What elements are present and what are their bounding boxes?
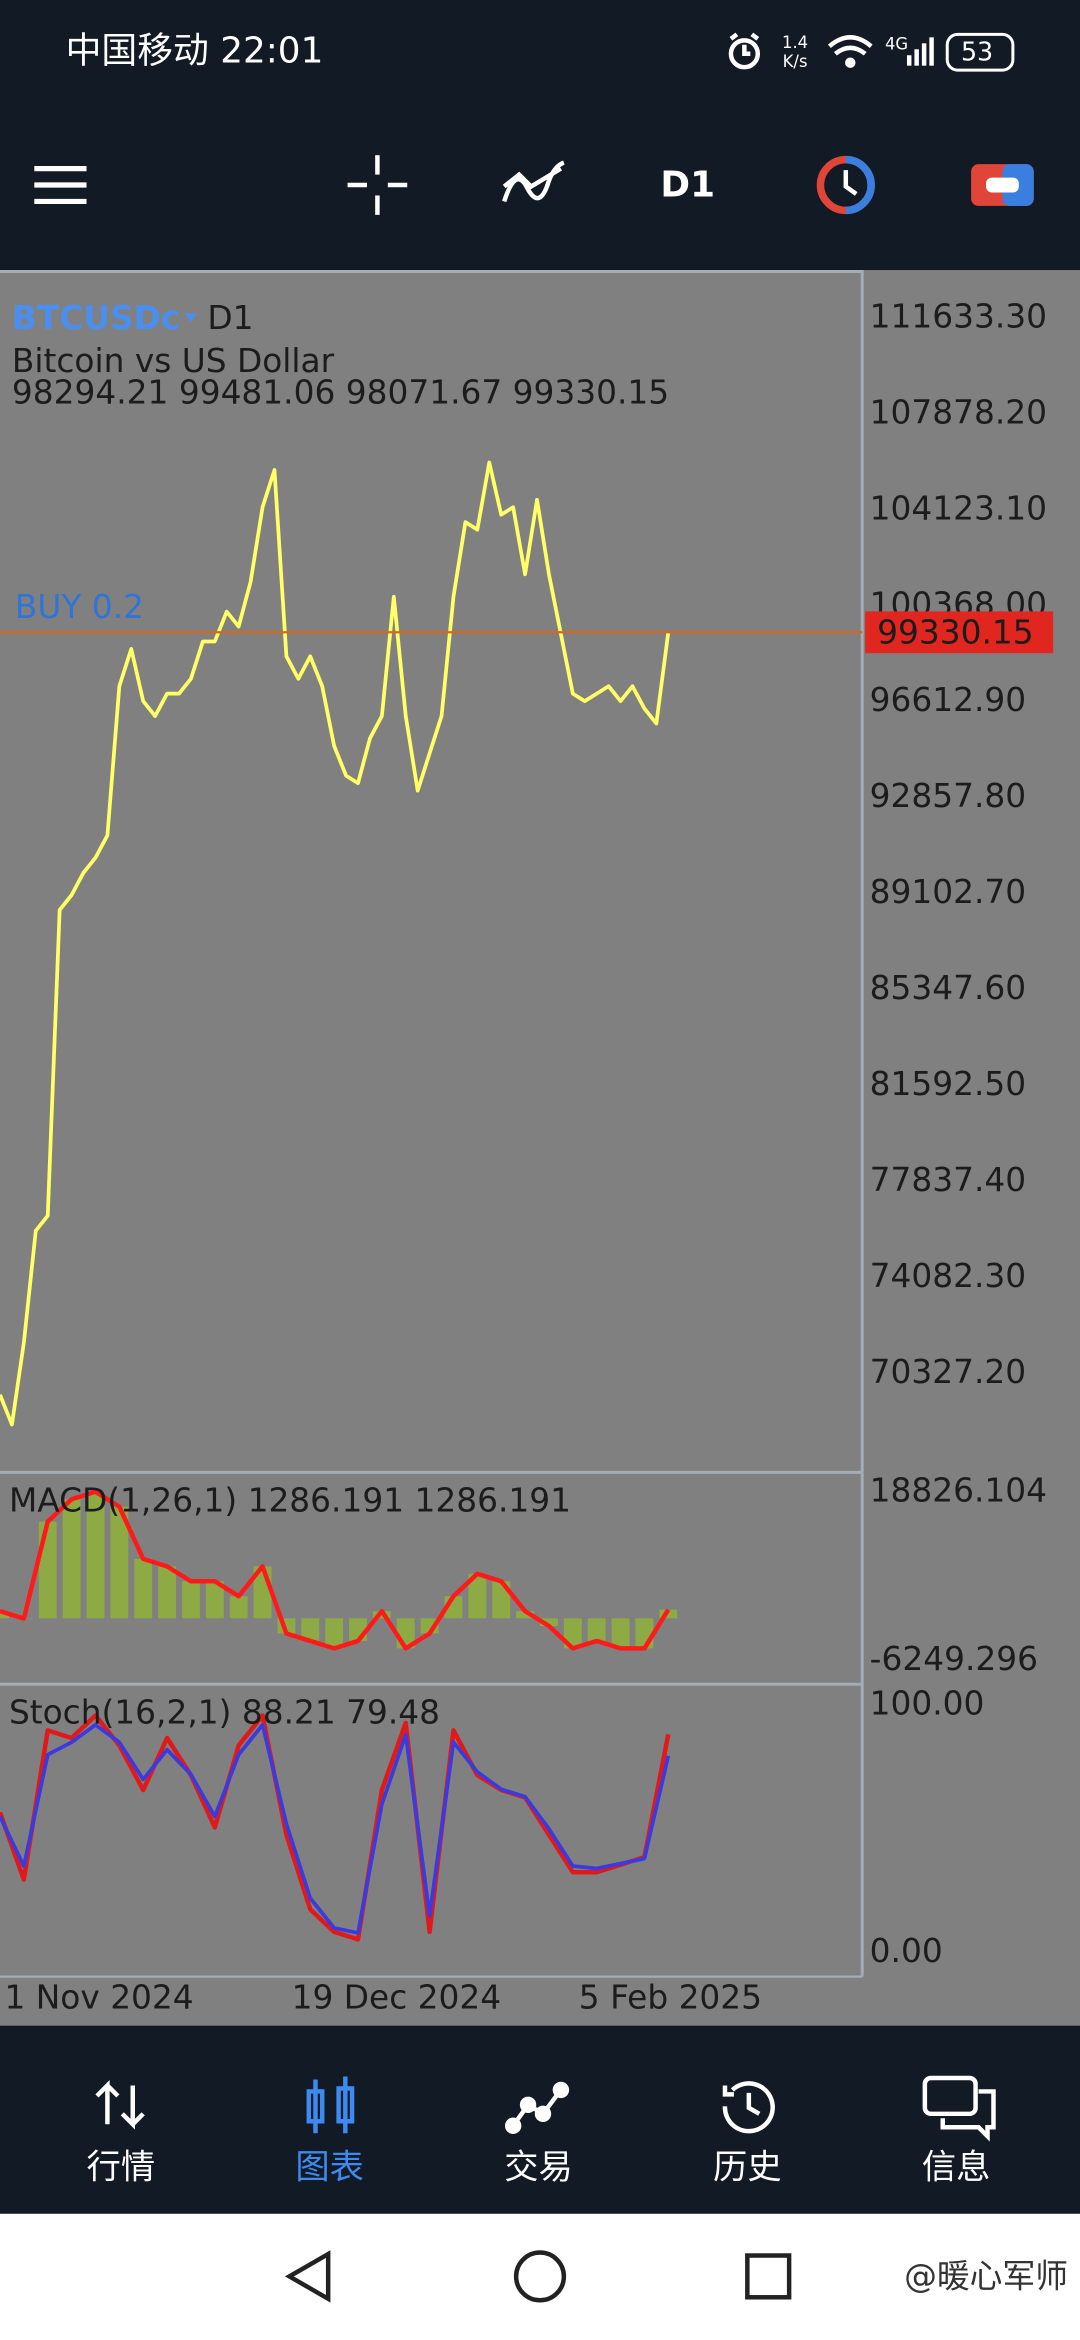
watermark: @暖心军师 — [904, 2257, 1068, 2295]
trade-button[interactable] — [971, 164, 1034, 206]
indicators-button[interactable] — [502, 160, 565, 203]
macd-histogram-bar — [563, 1618, 582, 1649]
macd-histogram-bar — [492, 1581, 511, 1619]
macd-histogram-bar — [540, 1618, 558, 1627]
nav-icon-quotes[interactable] — [95, 2080, 145, 2130]
macd-histogram-bar — [635, 1618, 654, 1649]
macd-histogram-bar — [134, 1558, 153, 1619]
speed-unit: K/s — [783, 52, 808, 71]
price-tick-label: 70327.20 — [870, 1353, 1026, 1391]
system-nav — [0, 2213, 1080, 2340]
chart-marks — [0, 460, 863, 1942]
alarm-icon — [728, 32, 761, 70]
price-tick-label: 89102.70 — [870, 873, 1026, 911]
nav-label[interactable]: 交易 — [504, 2148, 573, 2188]
macd-histogram-bar — [468, 1573, 487, 1619]
macd-tick-label: -6249.296 — [870, 1640, 1038, 1678]
nav-icon-trade[interactable] — [504, 2081, 570, 2134]
price-tick-label: 74082.30 — [870, 1257, 1026, 1295]
price-tick-label: 111633.30 — [870, 297, 1047, 335]
chart-area — [0, 270, 1080, 2026]
recents-button[interactable] — [745, 2253, 792, 2300]
trade-label: BUY 0.2 — [15, 588, 144, 626]
macd-histogram-bar — [611, 1618, 630, 1649]
description: Bitcoin vs US Dollar — [12, 342, 335, 380]
macd-histogram-bar — [158, 1566, 177, 1619]
nav-labels: 行情 图表 交易 历史 信息 — [87, 2148, 991, 2188]
macd-histogram-bar — [86, 1491, 105, 1619]
current-price-box — [865, 611, 1054, 654]
symbol-dropdown[interactable] — [184, 313, 197, 323]
macd-histogram-bar — [325, 1618, 344, 1649]
macd-histogram-bar — [229, 1596, 248, 1619]
x-tick-label: 19 Dec 2024 — [292, 1978, 502, 2016]
price-line — [0, 460, 671, 1427]
network: 4G — [885, 34, 908, 53]
chart-timeframe: D1 — [207, 299, 253, 337]
timeframe-button[interactable]: D1 — [660, 165, 715, 206]
battery-level: 53 — [961, 37, 993, 67]
price-tick-label: 81592.50 — [870, 1065, 1026, 1103]
menu-button[interactable] — [34, 166, 87, 205]
price-tick-label: 77837.40 — [870, 1161, 1026, 1199]
top-bar — [0, 0, 1080, 271]
stoch-tick-label: 0.00 — [870, 1932, 943, 1970]
nav-icon-messages[interactable] — [922, 2075, 996, 2142]
symbol[interactable]: BTCUSDc — [12, 299, 180, 337]
price-tick-label: 104123.10 — [870, 489, 1047, 527]
price-tick-label: 92857.80 — [870, 777, 1026, 815]
nav-label[interactable]: 历史 — [713, 2148, 782, 2188]
macd-histogram-bar — [205, 1581, 224, 1619]
price-tick-label: 107878.20 — [870, 393, 1047, 431]
macd-histogram-bar — [516, 1611, 535, 1619]
price-tick-label: 85347.60 — [870, 969, 1026, 1007]
stoch-label: Stoch(16,2,1) 88.21 79.48 — [9, 1694, 440, 1732]
x-tick-label: 1 Nov 2024 — [4, 1978, 193, 2016]
crosshair-button[interactable] — [347, 155, 408, 215]
wifi-icon — [827, 35, 873, 68]
x-tick-label: 5 Feb 2025 — [579, 1978, 762, 2016]
carrier-time: 中国移动 22:01 — [66, 30, 324, 71]
macd-histogram-bar — [301, 1618, 320, 1641]
home-button[interactable] — [513, 2250, 567, 2303]
macd-line — [0, 1489, 671, 1651]
macd-histogram-bar — [38, 1521, 57, 1619]
stoch-signal-line — [0, 1723, 671, 1935]
price-tick-label: 96612.90 — [870, 681, 1026, 719]
signal-icon — [906, 37, 934, 66]
clock-button[interactable] — [816, 155, 875, 215]
current-price-label: 99330.15 — [877, 613, 1034, 651]
nav-label[interactable]: 行情 — [87, 2148, 156, 2188]
macd-histogram-bar — [659, 1609, 678, 1619]
macd-histogram-bar — [587, 1618, 606, 1641]
x-axis: 1 Nov 2024 19 Dec 2024 5 Feb 2025 — [4, 1978, 762, 2016]
nav-label[interactable]: 信息 — [922, 2148, 991, 2188]
nav-icon-chart[interactable] — [306, 2076, 355, 2134]
macd-histogram-bar — [110, 1506, 129, 1619]
macd-histogram-bar — [181, 1581, 200, 1619]
macd-tick-label: 18826.104 — [870, 1471, 1047, 1509]
stoch-tick-label: 100.00 — [870, 1685, 985, 1723]
battery — [945, 32, 1015, 72]
speed: 1.4 — [782, 33, 808, 52]
ohlc: 98294.21 99481.06 98071.67 99330.15 — [12, 373, 669, 411]
nav-icon-history[interactable] — [722, 2081, 775, 2134]
macd-histogram-bar — [62, 1499, 81, 1619]
macd-label: MACD(1,26,1) 1286.191 1286.191 — [9, 1482, 571, 1520]
nav-label[interactable]: 图表 — [295, 2148, 364, 2188]
back-button[interactable] — [284, 2250, 331, 2303]
